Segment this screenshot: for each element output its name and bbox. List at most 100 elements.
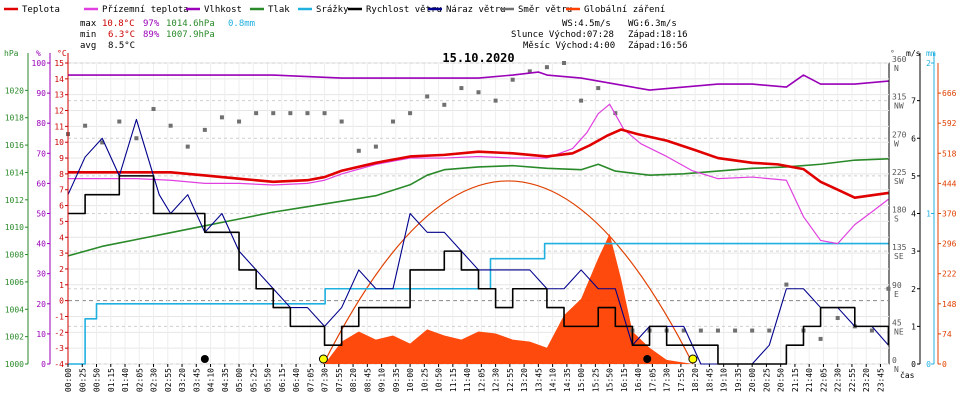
humidity-tick-label: 40 (36, 240, 46, 249)
x-tick-label: 01:40 (121, 368, 130, 392)
x-tick-label: 09:10 (378, 368, 387, 392)
direction-unit: ° (890, 49, 895, 58)
wind-tick-label: 4 (911, 210, 916, 219)
legend-label: Vlhkost (204, 5, 242, 15)
x-tick-label: 08:45 (363, 368, 372, 392)
wind-direction-point (83, 123, 88, 128)
x-tick-label: 14:35 (563, 368, 572, 392)
x-tick-label: 05:25 (249, 368, 258, 392)
humidity-tick-label: 20 (36, 300, 46, 309)
x-tick-label: 19:35 (734, 368, 743, 392)
chart-title: 15.10.2020 (442, 51, 514, 65)
temperature-unit: °C (57, 49, 67, 58)
direction-degree-label: 45 (892, 318, 902, 327)
x-tick-label: 00:25 (78, 368, 87, 392)
direction-compass-label: S (894, 215, 899, 224)
series-vlhkost (68, 71, 889, 91)
wind-direction-point (681, 328, 686, 333)
x-axis-label: čas (900, 370, 915, 380)
wind-direction-point (493, 98, 498, 103)
radiation-tick-label: 222 (942, 270, 957, 279)
humidity-unit: % (36, 49, 41, 58)
temperature-tick-label: 0 (59, 297, 64, 306)
wind-unit: m/s (906, 49, 921, 58)
temperature-tick-label: 5 (59, 217, 64, 226)
direction-compass-label: E (894, 290, 899, 299)
x-tick-label: 21:15 (791, 368, 800, 392)
wind-direction-point (134, 136, 139, 141)
humidity-tick-label: 30 (36, 270, 46, 279)
stats-min-label: min (80, 30, 96, 40)
x-tick-label: 06:40 (292, 368, 301, 392)
x-tick-label: 15:25 (591, 368, 600, 392)
x-tick-label: 07:30 (321, 368, 330, 392)
direction-compass-label: W (894, 139, 899, 148)
x-tick-label: 17:05 (648, 368, 657, 392)
series-tlak (67, 157, 889, 257)
temperature-tick-label: 6 (59, 202, 64, 211)
wind-direction-point (767, 328, 772, 333)
humidity-tick-label: 80 (36, 119, 46, 128)
wind-tick-label: 1 (911, 322, 916, 331)
pressure-tick-label: 1014 (5, 168, 24, 177)
direction-degree-label: 135 (892, 243, 907, 252)
wind-direction-point (305, 111, 310, 116)
direction-degree-label: 180 (892, 206, 907, 215)
wind-direction-point (562, 61, 567, 65)
x-tick-label: 09:35 (392, 368, 401, 392)
x-tick-label: 12:05 (477, 368, 486, 392)
pressure-tick-label: 1016 (5, 141, 24, 150)
x-tick-label: 03:20 (178, 368, 187, 392)
pressure-tick-label: 1018 (5, 114, 24, 123)
direction-compass-label: SW (894, 177, 904, 186)
direction-compass-label: SE (894, 252, 904, 261)
x-tick-label: 05:00 (235, 368, 244, 392)
direction-compass-label: N (894, 365, 899, 374)
temperature-tick-label: 7 (59, 186, 64, 195)
x-tick-label: 06:15 (278, 368, 287, 392)
wind-direction-point (750, 328, 755, 333)
humidity-tick-label: 70 (36, 149, 46, 158)
wind-direction-point (271, 111, 276, 116)
x-tick-label: 04:35 (221, 368, 230, 392)
wind-direction-point (510, 77, 515, 82)
radiation-tick-label: 444 (942, 179, 957, 188)
direction-degree-label: 225 (892, 168, 907, 177)
radiation-tick-label: 518 (942, 149, 957, 158)
x-tick-label: 17:30 (663, 368, 672, 392)
info-sunrise: Slunce Východ:07:28 (511, 30, 614, 40)
wind-direction-point (322, 111, 327, 116)
rain-tick-label: 1 (926, 210, 931, 219)
wind-direction-point (715, 328, 720, 333)
x-tick-label: 11:15 (449, 368, 458, 392)
x-tick-label: 14:10 (549, 368, 558, 392)
temperature-tick-label: 13 (54, 91, 64, 100)
x-tick-label: 22:05 (819, 368, 828, 392)
pressure-tick-label: 1010 (5, 223, 24, 232)
wind-direction-point (886, 286, 891, 291)
legend-label: Globální záření (584, 5, 665, 15)
stats-min-press: 1007.9hPa (166, 30, 215, 40)
pressure-tick-label: 1006 (5, 278, 24, 287)
wind-tick-label: 7 (911, 97, 916, 106)
series-p-zemn-teplota (68, 103, 889, 245)
x-tick-label: 23:45 (876, 368, 885, 392)
wind-direction-point (476, 90, 481, 95)
legend-label: Srážky (316, 5, 349, 15)
x-tick-label: 10:50 (435, 368, 444, 392)
temperature-tick-label: 10 (54, 138, 64, 147)
direction-compass-label: N (894, 64, 899, 73)
wind-direction-point (339, 119, 344, 124)
pressure-tick-label: 1000 (5, 360, 24, 369)
rain-tick-label: 0 (926, 360, 931, 369)
x-tick-label: 05:50 (264, 368, 273, 392)
stats-avg-temp: 8.5°C (108, 41, 135, 51)
wind-direction-point (373, 144, 378, 149)
x-tick-label: 15:00 (577, 368, 586, 392)
radiation-tick-label: 0 (942, 360, 947, 369)
direction-compass-label: NW (894, 102, 904, 111)
temperature-tick-label: 4 (59, 233, 64, 242)
x-tick-label: 16:15 (620, 368, 629, 392)
wind-direction-point (784, 282, 789, 287)
stats-max-label: max (80, 19, 97, 29)
